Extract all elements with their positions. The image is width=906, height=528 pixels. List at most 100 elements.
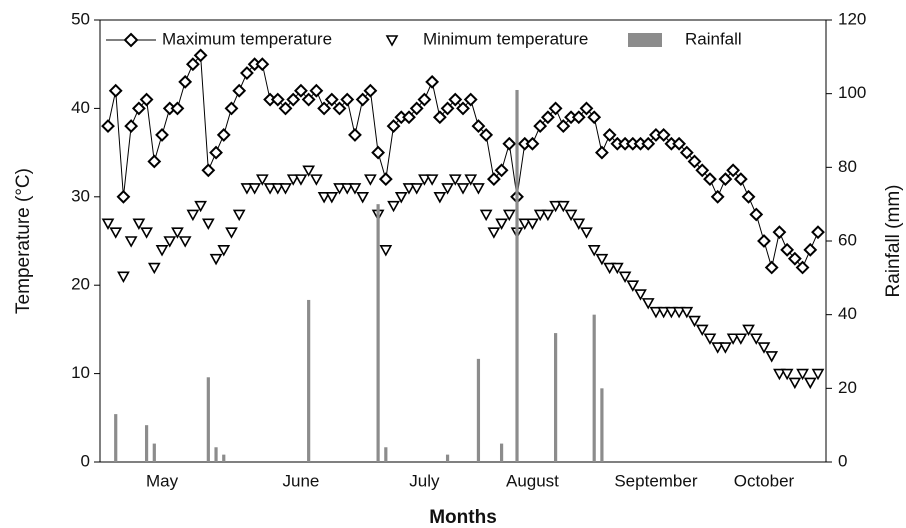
rain-bar (152, 443, 156, 462)
max-point (749, 207, 764, 222)
rain-bar (222, 454, 226, 462)
max-point (201, 163, 216, 178)
min-point (603, 262, 616, 275)
min-point (279, 183, 292, 195)
min-point (456, 183, 470, 195)
y-tick-label: 20 (71, 275, 90, 294)
max-point (695, 163, 710, 178)
max-point (294, 83, 308, 98)
min-point (788, 377, 802, 390)
max-point (795, 260, 810, 275)
max-point (741, 189, 756, 204)
y2-tick-label: 60 (838, 230, 857, 249)
min-point (587, 245, 601, 257)
min-point (734, 333, 748, 345)
rain-bar (307, 299, 311, 462)
max-point (355, 92, 370, 107)
max-point (440, 101, 455, 116)
x-tick-label: May (146, 471, 179, 490)
min-point (140, 227, 153, 239)
min-point (294, 174, 308, 186)
min-point (618, 271, 632, 284)
min-point (240, 183, 254, 195)
min-point (310, 174, 323, 186)
max-point (402, 110, 416, 125)
rain-bar (554, 333, 558, 462)
legend-marker (123, 32, 139, 48)
rain-bar (445, 454, 450, 462)
x-tick-label: June (282, 471, 319, 490)
max-point (687, 154, 702, 169)
min-point (665, 306, 678, 319)
min-point (340, 183, 354, 195)
max-point (432, 110, 447, 125)
max-point (209, 145, 223, 160)
max-point (239, 66, 254, 80)
y2-tick-label: 40 (838, 304, 857, 323)
max-point (286, 92, 301, 107)
max-point (710, 189, 725, 204)
max-point (108, 83, 123, 98)
min-point (526, 218, 539, 230)
rain-bar (384, 447, 388, 462)
max-point (811, 225, 825, 240)
min-point (703, 333, 717, 345)
max-point (425, 74, 440, 89)
max-point (502, 136, 517, 151)
y-tick-label: 30 (71, 186, 90, 205)
max-point (255, 57, 270, 72)
y2-tick-label: 0 (838, 451, 847, 470)
min-point (379, 245, 393, 257)
min-point (749, 333, 763, 345)
max-point (332, 101, 347, 116)
y-tick-label: 0 (81, 451, 90, 470)
max-point (170, 101, 185, 116)
rain-bar (600, 388, 604, 462)
min-point (595, 253, 609, 266)
y-tick-label: 40 (71, 98, 90, 117)
max-point (448, 92, 463, 107)
min-point (410, 183, 424, 195)
max-point (757, 234, 771, 248)
min-point (433, 192, 447, 204)
min-point (688, 315, 701, 328)
min-point (209, 253, 223, 266)
max-point (193, 48, 208, 63)
min-point (773, 368, 786, 381)
max-point (733, 172, 748, 187)
min-point (155, 245, 169, 257)
min-point (757, 342, 771, 354)
max-point (178, 74, 193, 89)
max-line (107, 54, 819, 269)
min-point (402, 183, 416, 195)
max-point (772, 225, 787, 240)
min-point (248, 183, 261, 195)
min-point (641, 298, 655, 310)
min-point (657, 306, 671, 319)
rain-bar (376, 204, 380, 462)
min-point (495, 218, 508, 230)
max-point (324, 92, 339, 107)
min-point (255, 174, 269, 186)
legend-marker (628, 33, 662, 47)
min-point (742, 324, 755, 337)
min-point (333, 183, 346, 195)
rain-bar (214, 447, 218, 462)
max-point (463, 92, 478, 107)
min-point (780, 368, 794, 381)
max-point (309, 83, 324, 98)
min-point (302, 165, 316, 177)
min-point (201, 218, 215, 230)
max-point (363, 83, 378, 98)
x-axis-title: Months (429, 507, 497, 528)
y2-tick-label: 20 (838, 378, 857, 397)
rain-bar (114, 414, 118, 462)
max-point (579, 101, 594, 116)
legend-label: Rainfall (685, 29, 742, 48)
max-point (456, 101, 470, 116)
max-point (471, 119, 486, 133)
min-point (325, 192, 339, 204)
min-point (194, 200, 207, 213)
max-point (270, 92, 285, 107)
